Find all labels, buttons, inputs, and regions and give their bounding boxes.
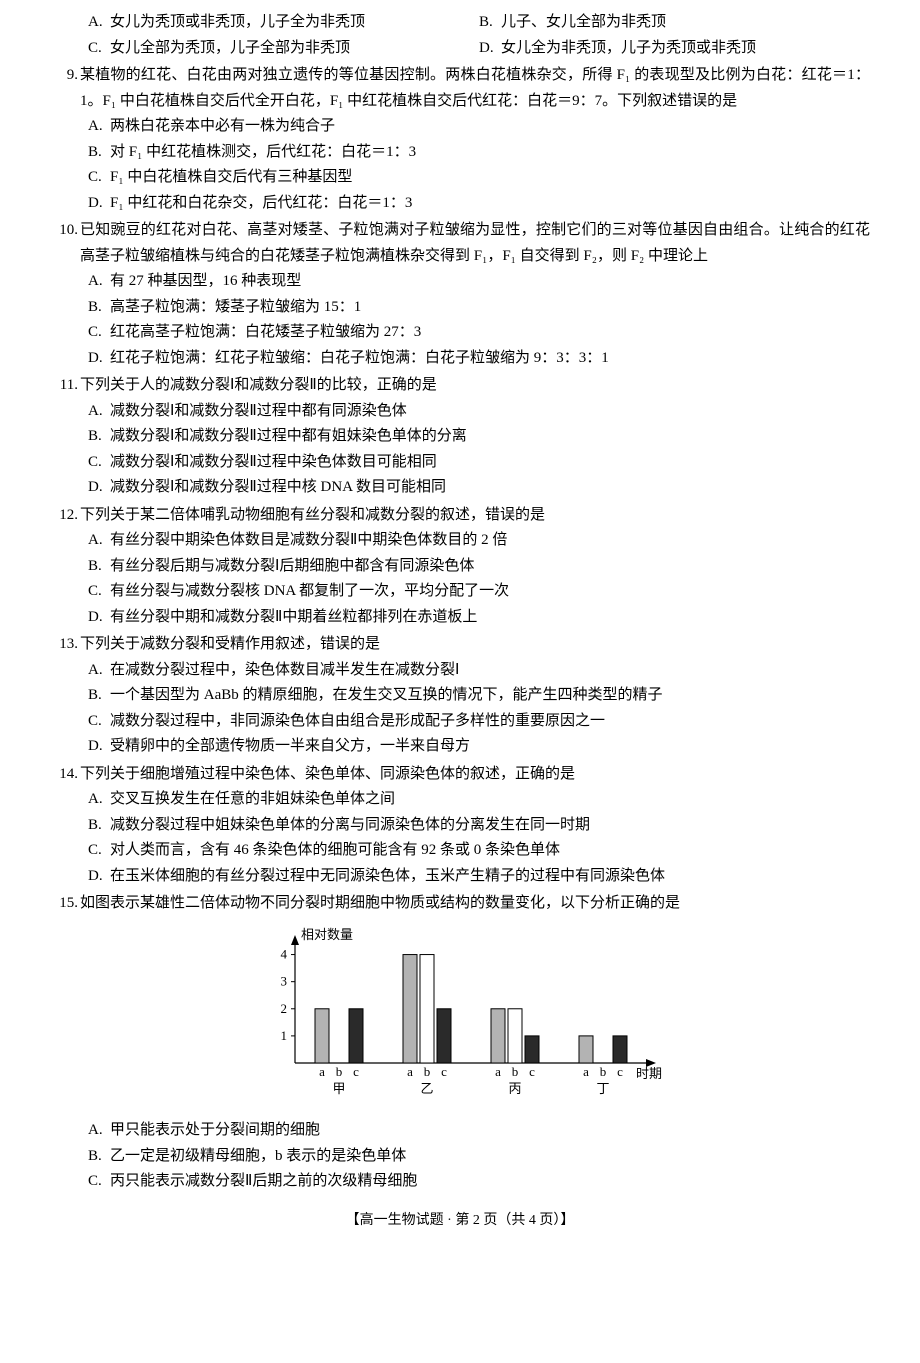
svg-text:丙: 丙 xyxy=(508,1081,521,1096)
opt-text: 儿子、女儿全部为非秃顶 xyxy=(501,10,870,36)
svg-text:时期: 时期 xyxy=(636,1066,662,1081)
q12-opt-B: B.有丝分裂后期与减数分裂Ⅰ后期细胞中都含有同源染色体 xyxy=(88,554,870,580)
q-stem: 下列关于人的减数分裂Ⅰ和减数分裂Ⅱ的比较，正确的是 xyxy=(80,373,870,399)
svg-text:1: 1 xyxy=(281,1027,288,1042)
q14-opt-C: C.对人类而言，含有 46 条染色体的细胞可能含有 92 条或 0 条染色单体 xyxy=(88,838,870,864)
opt-label: B. xyxy=(479,10,501,36)
q9-opt-B: B.对 F₁ 中红花植株测交，后代红花：白花＝1：3 xyxy=(88,140,870,166)
q13-opt-C: C.减数分裂过程中，非同源染色体自由组合是形成配子多样性的重要原因之一 xyxy=(88,709,870,735)
svg-text:3: 3 xyxy=(281,973,288,988)
q-num: 9. xyxy=(50,63,80,114)
q-num: 13. xyxy=(50,632,80,658)
q-stem: 下列关于细胞增殖过程中染色体、染色单体、同源染色体的叙述，正确的是 xyxy=(80,762,870,788)
svg-text:c: c xyxy=(441,1064,447,1079)
q15-opt-C: C.丙只能表示减数分裂Ⅱ后期之前的次级精母细胞 xyxy=(88,1169,870,1195)
q10-opt-C: C.红花高茎子粒饱满：白花矮茎子粒皱缩为 27：3 xyxy=(88,320,870,346)
q-num: 12. xyxy=(50,503,80,529)
svg-text:2: 2 xyxy=(281,1000,288,1015)
svg-text:丁: 丁 xyxy=(596,1081,609,1096)
q8-opt-A: A. 女儿为秃顶或非秃顶，儿子全为非秃顶 xyxy=(88,10,479,36)
q9-opt-C: C.F₁ 中白花植株自交后代有三种基因型 xyxy=(88,165,870,191)
q15-opt-A: A.甲只能表示处于分裂间期的细胞 xyxy=(88,1118,870,1144)
question-11: 11. 下列关于人的减数分裂Ⅰ和减数分裂Ⅱ的比较，正确的是 A.减数分裂Ⅰ和减数… xyxy=(50,373,870,501)
svg-text:c: c xyxy=(353,1064,359,1079)
question-9: 9. 某植物的红花、白花由两对独立遗传的等位基因控制。两株白花植株杂交，所得 F… xyxy=(50,63,870,216)
svg-text:甲: 甲 xyxy=(332,1081,345,1096)
q-stem: 某植物的红花、白花由两对独立遗传的等位基因控制。两株白花植株杂交，所得 F₁ 的… xyxy=(80,63,870,114)
q-num: 10. xyxy=(50,218,80,269)
q12-opt-A: A.有丝分裂中期染色体数目是减数分裂Ⅱ中期染色体数目的 2 倍 xyxy=(88,528,870,554)
svg-text:4: 4 xyxy=(281,946,288,961)
q-num: 11. xyxy=(50,373,80,399)
svg-text:b: b xyxy=(424,1064,431,1079)
opt-label: A. xyxy=(88,10,110,36)
q-num: 15. xyxy=(50,891,80,917)
q8-opt-B: B. 儿子、女儿全部为非秃顶 xyxy=(479,10,870,36)
q-num: 14. xyxy=(50,762,80,788)
svg-text:b: b xyxy=(600,1064,607,1079)
question-13: 13. 下列关于减数分裂和受精作用叙述，错误的是 A.在减数分裂过程中，染色体数… xyxy=(50,632,870,760)
svg-text:a: a xyxy=(583,1064,589,1079)
q9-opt-A: A.两株白花亲本中必有一株为纯合子 xyxy=(88,114,870,140)
q9-opt-D: D.F₁ 中红花和白花杂交，后代红花：白花＝1：3 xyxy=(88,191,870,217)
q13-opt-D: D.受精卵中的全部遗传物质一半来自父方，一半来自母方 xyxy=(88,734,870,760)
svg-text:相对数量: 相对数量 xyxy=(301,927,353,942)
q11-opt-C: C.减数分裂Ⅰ和减数分裂Ⅱ过程中染色体数目可能相同 xyxy=(88,450,870,476)
svg-text:乙: 乙 xyxy=(420,1081,433,1096)
q13-opt-B: B.一个基因型为 AaBb 的精原细胞，在发生交叉互换的情况下，能产生四种类型的… xyxy=(88,683,870,709)
q12-opt-D: D.有丝分裂中期和减数分裂Ⅱ中期着丝粒都排列在赤道板上 xyxy=(88,605,870,631)
question-10: 10. 已知豌豆的红花对白花、高茎对矮茎、子粒饱满对子粒皱缩为显性，控制它们的三… xyxy=(50,218,870,371)
q-stem: 下列关于某二倍体哺乳动物细胞有丝分裂和减数分裂的叙述，错误的是 xyxy=(80,503,870,529)
q13-opt-A: A.在减数分裂过程中，染色体数目减半发生在减数分裂Ⅰ xyxy=(88,658,870,684)
q15-opt-B: B.乙一定是初级精母细胞，b 表示的是染色单体 xyxy=(88,1144,870,1170)
opt-text: 女儿为秃顶或非秃顶，儿子全为非秃顶 xyxy=(110,10,479,36)
svg-text:a: a xyxy=(495,1064,501,1079)
q-stem: 下列关于减数分裂和受精作用叙述，错误的是 xyxy=(80,632,870,658)
svg-text:a: a xyxy=(407,1064,413,1079)
opt-label: C. xyxy=(88,36,110,62)
q8-options-row2: C. 女儿全部为秃顶，儿子全部为非秃顶 D. 女儿全为非秃顶，儿子为秃顶或非秃顶 xyxy=(88,36,870,62)
q11-opt-B: B.减数分裂Ⅰ和减数分裂Ⅱ过程中都有姐妹染色单体的分离 xyxy=(88,424,870,450)
q14-opt-B: B.减数分裂过程中姐妹染色单体的分离与同源染色体的分离发生在同一时期 xyxy=(88,813,870,839)
opt-text: 女儿全部为秃顶，儿子全部为非秃顶 xyxy=(110,36,479,62)
q10-opt-B: B.高茎子粒饱满：矮茎子粒皱缩为 15：1 xyxy=(88,295,870,321)
page-footer: 【高一生物试题 · 第 2 页（共 4 页）】 xyxy=(50,1209,870,1233)
question-14: 14. 下列关于细胞增殖过程中染色体、染色单体、同源染色体的叙述，正确的是 A.… xyxy=(50,762,870,890)
q10-opt-D: D.红花子粒饱满：红花子粒皱缩：白花子粒饱满：白花子粒皱缩为 9：3：3：1 xyxy=(88,346,870,372)
q8-opt-C: C. 女儿全部为秃顶，儿子全部为非秃顶 xyxy=(88,36,479,62)
q-stem: 如图表示某雄性二倍体动物不同分裂时期细胞中物质或结构的数量变化，以下分析正确的是 xyxy=(80,891,870,917)
q11-opt-A: A.减数分裂Ⅰ和减数分裂Ⅱ过程中都有同源染色体 xyxy=(88,399,870,425)
q8-options-row1: A. 女儿为秃顶或非秃顶，儿子全为非秃顶 B. 儿子、女儿全部为非秃顶 xyxy=(88,10,870,36)
question-15: 15. 如图表示某雄性二倍体动物不同分裂时期细胞中物质或结构的数量变化，以下分析… xyxy=(50,891,870,1195)
question-12: 12. 下列关于某二倍体哺乳动物细胞有丝分裂和减数分裂的叙述，错误的是 A.有丝… xyxy=(50,503,870,631)
svg-text:a: a xyxy=(319,1064,325,1079)
q14-opt-D: D.在玉米体细胞的有丝分裂过程中无同源染色体，玉米产生精子的过程中有同源染色体 xyxy=(88,864,870,890)
q8-opt-D: D. 女儿全为非秃顶，儿子为秃顶或非秃顶 xyxy=(479,36,870,62)
q10-opt-A: A.有 27 种基因型，16 种表现型 xyxy=(88,269,870,295)
opt-label: D. xyxy=(479,36,501,62)
svg-text:b: b xyxy=(512,1064,519,1079)
q11-opt-D: D.减数分裂Ⅰ和减数分裂Ⅱ过程中核 DNA 数目可能相同 xyxy=(88,475,870,501)
opt-text: 女儿全为非秃顶，儿子为秃顶或非秃顶 xyxy=(501,36,870,62)
q14-opt-A: A.交叉互换发生在任意的非姐妹染色单体之间 xyxy=(88,787,870,813)
svg-text:c: c xyxy=(617,1064,623,1079)
q-stem: 已知豌豆的红花对白花、高茎对矮茎、子粒饱满对子粒皱缩为显性，控制它们的三对等位基… xyxy=(80,218,870,269)
q15-bar-chart: 1234相对数量时期abc甲abc乙abc丙abc丁 xyxy=(250,923,670,1113)
q12-opt-C: C.有丝分裂与减数分裂核 DNA 都复制了一次，平均分配了一次 xyxy=(88,579,870,605)
svg-text:b: b xyxy=(336,1064,343,1079)
svg-text:c: c xyxy=(529,1064,535,1079)
